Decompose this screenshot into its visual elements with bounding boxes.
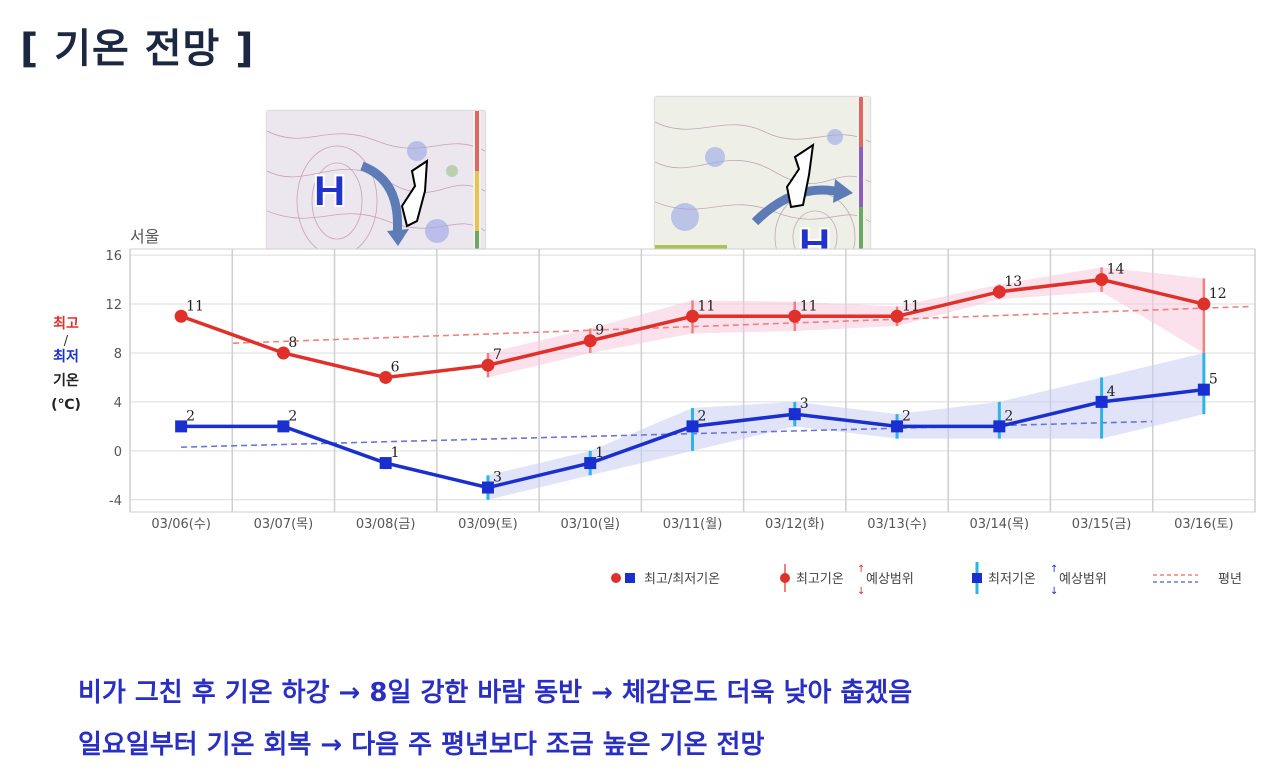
legend-high-temp-label: 최고기온 — [796, 572, 844, 587]
legend-low-arrow-down-icon: ↓ — [1050, 586, 1058, 597]
legend-low-arrow-up-icon: ↑ — [1050, 564, 1058, 575]
legend-high-arrow-down-icon: ↓ — [857, 586, 865, 597]
y-tick-label: 12 — [105, 298, 122, 313]
legend-high-marker — [611, 573, 621, 583]
low-temp-point — [277, 420, 290, 433]
high-temp-label: 8 — [288, 335, 297, 351]
weather-map-2: H — [655, 97, 870, 294]
high-temp-label: 11 — [902, 298, 920, 314]
low-temp-point — [481, 481, 494, 494]
legend-normal-label: 평년 — [1218, 572, 1242, 587]
legend-high-arrow-up-icon: ↑ — [857, 564, 865, 575]
legend-high-low-label: 최고/최저기온 — [644, 572, 720, 587]
x-tick-label: 03/13(수) — [867, 517, 927, 532]
x-tick-label: 03/08(금) — [356, 517, 416, 532]
low-temp-label: 3 — [493, 470, 502, 486]
ylabel-temp: 기온 — [53, 373, 79, 389]
y-tick-label: 8 — [114, 347, 122, 362]
high-range-band — [487, 267, 1204, 378]
high-temp-label: 11 — [800, 298, 818, 314]
high-temp-label: 11 — [186, 298, 204, 314]
low-temp-point — [379, 457, 392, 470]
high-temp-label: 14 — [1107, 262, 1125, 278]
low-temp-point — [993, 420, 1006, 433]
high-temp-label: 12 — [1209, 286, 1227, 302]
low-temp-point — [788, 408, 801, 421]
x-tick-label: 03/11(월) — [663, 517, 723, 532]
low-temp-label: 4 — [1107, 384, 1116, 400]
low-range-band — [487, 352, 1204, 500]
high-temp-point — [174, 309, 188, 323]
low-temp-label: 2 — [186, 408, 195, 424]
high-temp-point — [583, 334, 597, 348]
low-temp-label: 2 — [698, 408, 707, 424]
low-temp-label: 1 — [391, 445, 400, 461]
high-temp-point — [1197, 297, 1211, 311]
legend-low-range-marker — [972, 573, 982, 583]
ylabel-slash: / — [64, 334, 69, 349]
low-temp-point — [686, 420, 699, 433]
high-pressure-label-1: H — [312, 167, 347, 216]
ylabel-high: 최고 — [53, 316, 79, 332]
legend-high-range-marker — [780, 573, 790, 583]
high-temp-label: 13 — [1004, 274, 1022, 290]
legend-low-temp-label: 최저기온 — [988, 572, 1036, 587]
y-tick-label: -4 — [109, 494, 122, 509]
low-temp-point — [1197, 383, 1210, 396]
chart-legend: 최고/최저기온 최고기온↑↓예상범위 최저기온↑↓예상범위 평년 — [611, 562, 1242, 597]
legend-low-marker — [625, 573, 635, 583]
y-tick-label: 4 — [114, 396, 122, 411]
high-temp-point — [686, 309, 699, 323]
high-temp-label: 11 — [698, 298, 716, 314]
ylabel-unit: (℃) — [51, 397, 81, 413]
ylabel-low: 최저 — [53, 349, 79, 365]
legend-low-range-label: 예상범위 — [1059, 572, 1107, 587]
low-temp-label: 3 — [800, 396, 809, 412]
summary-line-2: 일요일부터 기온 회복 → 다음 주 평년보다 조금 높은 기온 전망 — [78, 730, 765, 760]
high-temp-point — [276, 346, 290, 360]
high-temp-label: 9 — [595, 323, 604, 339]
x-tick-label: 03/06(수) — [151, 517, 211, 532]
x-tick-label: 03/09(토) — [458, 517, 518, 532]
high-temp-point — [379, 370, 393, 384]
low-temp-point — [891, 420, 904, 433]
low-temp-label: 2 — [288, 408, 297, 424]
summary-line-1: 비가 그친 후 기온 하강 → 8일 강한 바람 동반 → 체감온도 더욱 낮아… — [78, 678, 913, 708]
x-tick-label: 03/15(금) — [1072, 517, 1132, 532]
high-temp-label: 7 — [493, 347, 502, 363]
x-tick-label: 03/14(목) — [970, 517, 1030, 532]
x-tick-label: 03/12(화) — [765, 517, 825, 532]
legend-high-range-label: 예상범위 — [866, 572, 914, 587]
high-temp-point — [992, 285, 1006, 299]
x-tick-label: 03/07(목) — [254, 517, 314, 532]
high-temp-point — [1095, 273, 1109, 287]
high-temp-point — [890, 309, 904, 323]
low-temp-label: 2 — [1004, 408, 1013, 424]
y-tick-label: 16 — [105, 249, 122, 264]
low-temp-label: 5 — [1209, 372, 1218, 388]
high-temp-label: 6 — [391, 359, 400, 375]
low-temp-point — [175, 420, 188, 433]
low-temp-point — [1095, 395, 1108, 408]
page-title: [ 기온 전망 ] — [20, 26, 255, 72]
low-temp-label: 1 — [595, 445, 604, 461]
y-axis-label: 최고 / 최저 기온 (℃) — [51, 316, 81, 413]
low-temp-point — [584, 457, 597, 470]
y-tick-label: 0 — [114, 445, 122, 460]
high-temp-point — [481, 358, 495, 372]
high-temp-point — [788, 309, 802, 323]
x-tick-label: 03/10(일) — [560, 517, 620, 532]
low-temp-label: 2 — [902, 408, 911, 424]
x-tick-label: 03/16(토) — [1174, 517, 1234, 532]
region-label: 서울 — [130, 227, 159, 246]
